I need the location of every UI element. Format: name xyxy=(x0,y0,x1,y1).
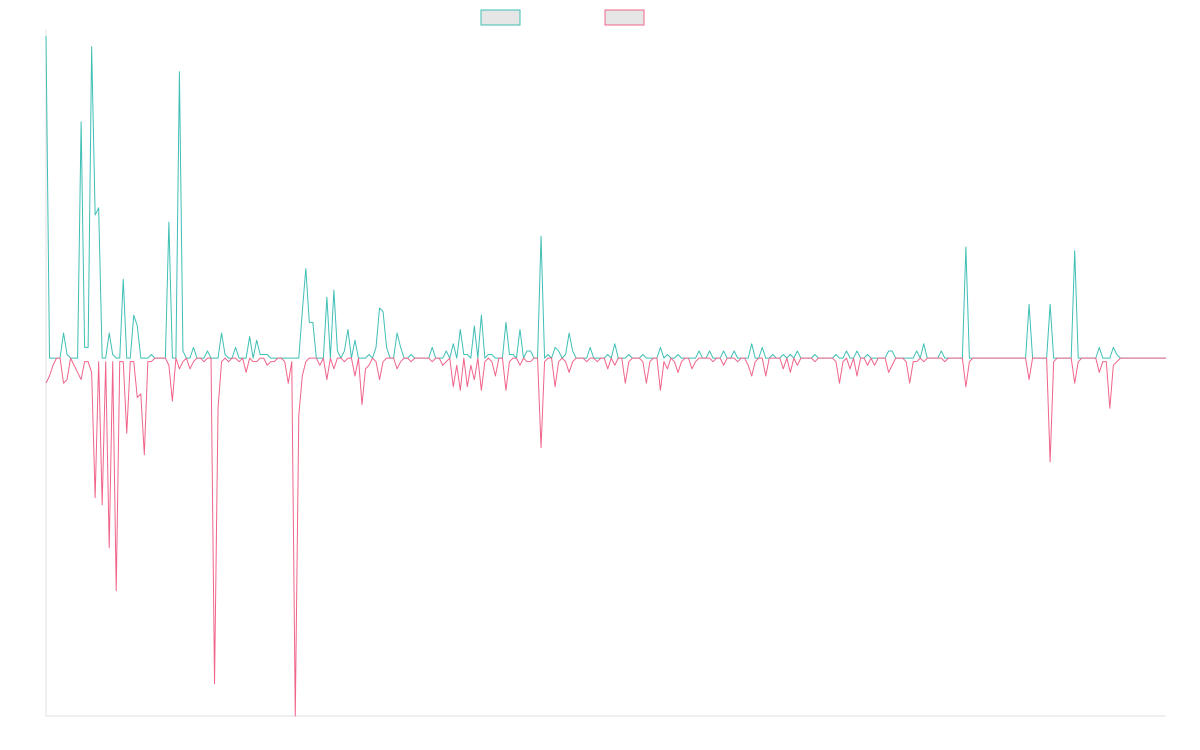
series-line-b xyxy=(45,357,1166,717)
series-layer xyxy=(45,35,1166,717)
legend xyxy=(480,9,645,26)
axes xyxy=(45,30,1166,717)
series-line-a xyxy=(45,35,1166,359)
legend-swatch-series-a[interactable] xyxy=(480,9,521,26)
legend-swatch-series-b[interactable] xyxy=(604,9,645,26)
